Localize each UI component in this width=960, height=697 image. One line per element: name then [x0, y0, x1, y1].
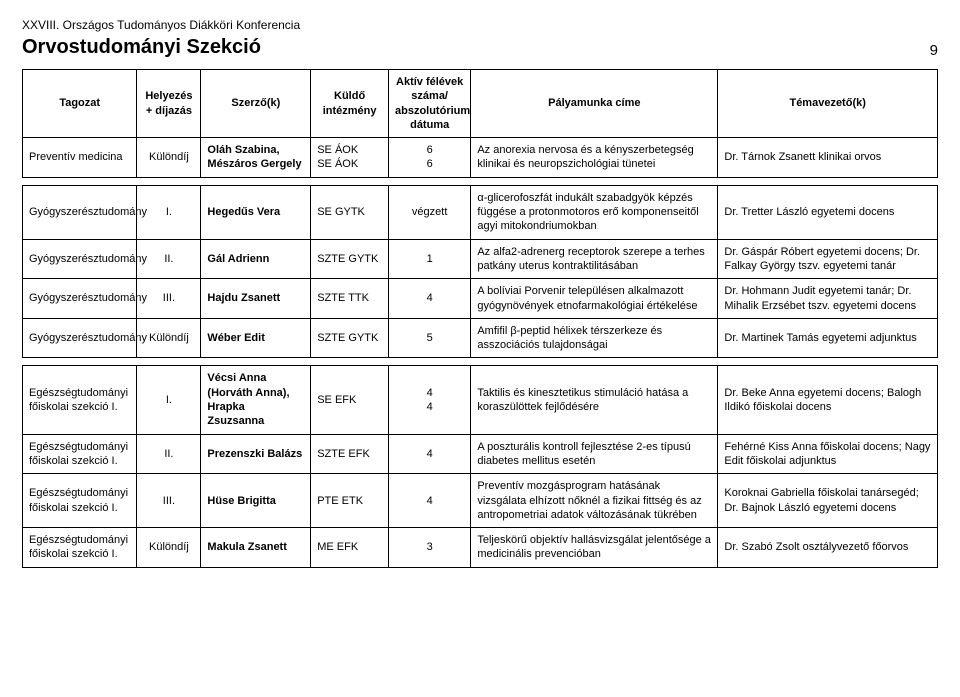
cell-cim: Az anorexia nervosa és a kényszerbetegsé…: [471, 138, 718, 178]
cell-intezmeny: SE GYTK: [311, 185, 389, 239]
cell-tagozat: Preventív medicina: [23, 138, 137, 178]
cell-helyezes: Különdíj: [137, 528, 201, 568]
cell-tagozat: Egészségtudományi főiskolai szekció I.: [23, 474, 137, 528]
col-felev: Aktív félévek száma/ abszolutórium dátum…: [388, 70, 470, 138]
col-szerzo: Szerző(k): [201, 70, 311, 138]
cell-felev: 44: [388, 366, 470, 434]
cell-temavezeto: Dr. Tretter László egyetemi docens: [718, 185, 938, 239]
cell-felev: 3: [388, 528, 470, 568]
cell-cim: Az alfa2-adrenerg receptorok szerepe a t…: [471, 239, 718, 279]
cell-intezmeny: SE ÁOKSE ÁOK: [311, 138, 389, 178]
conference-name: XXVIII. Országos Tudományos Diákköri Kon…: [22, 18, 938, 32]
table-row: Egészségtudományi főiskolai szekció I.I.…: [23, 366, 938, 434]
table-row: GyógyszerésztudományIII.Hajdu ZsanettSZT…: [23, 279, 938, 319]
cell-szerzo: Hegedűs Vera: [201, 185, 311, 239]
col-tagozat: Tagozat: [23, 70, 137, 138]
table-row: GyógyszerésztudományI.Hegedűs VeraSE GYT…: [23, 185, 938, 239]
cell-tagozat: Egészségtudományi főiskolai szekció I.: [23, 366, 137, 434]
cell-helyezes: III.: [137, 474, 201, 528]
cell-temavezeto: Dr. Hohmann Judit egyetemi tanár; Dr. Mi…: [718, 279, 938, 319]
spacer-row: [23, 177, 938, 185]
cell-szerzo: Hüse Brigitta: [201, 474, 311, 528]
table-row: Preventív medicinaKülöndíjOláh Szabina,M…: [23, 138, 938, 178]
col-intezmeny: Küldő intézmény: [311, 70, 389, 138]
cell-felev: 4: [388, 474, 470, 528]
cell-tagozat: Gyógyszerésztudomány: [23, 279, 137, 319]
cell-szerzo: Oláh Szabina,Mészáros Gergely: [201, 138, 311, 178]
cell-cim: α-glicerofoszfát indukált szabadgyök kép…: [471, 185, 718, 239]
cell-szerzo: Makula Zsanett: [201, 528, 311, 568]
cell-felev: 1: [388, 239, 470, 279]
cell-szerzo: Gál Adrienn: [201, 239, 311, 279]
col-helyezes: Helyezés + díjazás: [137, 70, 201, 138]
cell-intezmeny: PTE ETK: [311, 474, 389, 528]
cell-intezmeny: SE EFK: [311, 366, 389, 434]
cell-temavezeto: Dr. Beke Anna egyetemi docens; Balogh Il…: [718, 366, 938, 434]
cell-felev: végzett: [388, 185, 470, 239]
col-cim: Pályamunka címe: [471, 70, 718, 138]
cell-cim: Preventív mozgásprogram hatásának vizsgá…: [471, 474, 718, 528]
cell-helyezes: II.: [137, 434, 201, 474]
page-number: 9: [930, 42, 938, 59]
cell-tagozat: Egészségtudományi főiskolai szekció I.: [23, 528, 137, 568]
cell-intezmeny: ME EFK: [311, 528, 389, 568]
cell-tagozat: Gyógyszerésztudomány: [23, 318, 137, 358]
cell-cim: Amfifil β-peptid hélixek térszerkeze és …: [471, 318, 718, 358]
table-row: Egészségtudományi főiskolai szekció I.II…: [23, 474, 938, 528]
cell-tagozat: Egészségtudományi főiskolai szekció I.: [23, 434, 137, 474]
table-header-row: Tagozat Helyezés + díjazás Szerző(k) Kül…: [23, 70, 938, 138]
table-row: Egészségtudományi főiskolai szekció I.Kü…: [23, 528, 938, 568]
col-temavezeto: Témavezető(k): [718, 70, 938, 138]
cell-szerzo: Vécsi Anna (Horváth Anna),Hrapka Zsuzsan…: [201, 366, 311, 434]
results-table: Tagozat Helyezés + díjazás Szerző(k) Kül…: [22, 69, 938, 568]
cell-temavezeto: Koroknai Gabriella főiskolai tanársegéd;…: [718, 474, 938, 528]
cell-helyezes: Különdíj: [137, 138, 201, 178]
table-row: GyógyszerésztudományKülöndíjWéber EditSZ…: [23, 318, 938, 358]
cell-felev: 66: [388, 138, 470, 178]
table-row: GyógyszerésztudományII.Gál AdriennSZTE G…: [23, 239, 938, 279]
cell-intezmeny: SZTE GYTK: [311, 239, 389, 279]
cell-temavezeto: Fehérné Kiss Anna főiskolai docens; Nagy…: [718, 434, 938, 474]
cell-felev: 4: [388, 279, 470, 319]
cell-intezmeny: SZTE TTK: [311, 279, 389, 319]
cell-temavezeto: Dr. Tárnok Zsanett klinikai orvos: [718, 138, 938, 178]
cell-cim: Teljeskörű objektív hallásvizsgálat jele…: [471, 528, 718, 568]
cell-temavezeto: Dr. Szabó Zsolt osztályvezető főorvos: [718, 528, 938, 568]
cell-felev: 4: [388, 434, 470, 474]
cell-szerzo: Hajdu Zsanett: [201, 279, 311, 319]
cell-szerzo: Wéber Edit: [201, 318, 311, 358]
cell-szerzo: Prezenszki Balázs: [201, 434, 311, 474]
cell-intezmeny: SZTE GYTK: [311, 318, 389, 358]
cell-felev: 5: [388, 318, 470, 358]
cell-tagozat: Gyógyszerésztudomány: [23, 185, 137, 239]
cell-cim: A poszturális kontroll fejlesztése 2-es …: [471, 434, 718, 474]
table-row: Egészségtudományi főiskolai szekció I.II…: [23, 434, 938, 474]
cell-temavezeto: Dr. Martinek Tamás egyetemi adjunktus: [718, 318, 938, 358]
cell-tagozat: Gyógyszerésztudomány: [23, 239, 137, 279]
section-title: Orvostudományi Szekció: [22, 36, 261, 59]
spacer-row: [23, 358, 938, 366]
cell-cim: A bolíviai Porvenir településen alkalmaz…: [471, 279, 718, 319]
cell-temavezeto: Dr. Gáspár Róbert egyetemi docens; Dr. F…: [718, 239, 938, 279]
cell-cim: Taktilis és kinesztetikus stimuláció hat…: [471, 366, 718, 434]
cell-intezmeny: SZTE EFK: [311, 434, 389, 474]
cell-helyezes: I.: [137, 366, 201, 434]
